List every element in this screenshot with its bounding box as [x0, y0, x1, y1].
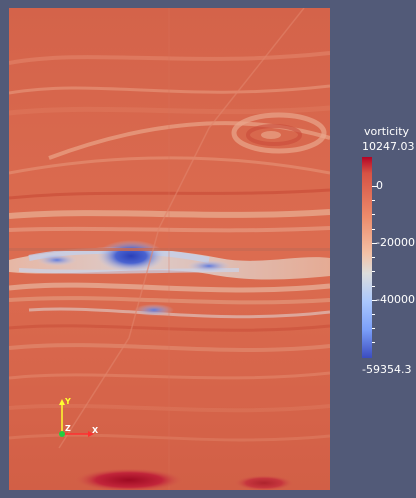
colorbar-tick-20000 [372, 243, 377, 244]
colorbar-minor-tick [372, 214, 375, 215]
colorbar-tick-label: -20000 [376, 236, 415, 249]
colorbar-tick-label: 0 [376, 179, 383, 192]
colorbar-tick-40000 [372, 300, 377, 301]
colorbar-tick-label: -40000 [376, 293, 415, 306]
colorbar-minor-tick [372, 314, 375, 315]
colorbar-max-label: 10247.03 [362, 140, 415, 153]
colorbar [362, 157, 372, 358]
x-axis-label: X [92, 426, 99, 435]
colorbar-minor-tick [372, 271, 375, 272]
colorbar-title: vorticity [364, 125, 410, 138]
colorbar-minor-tick [372, 286, 375, 287]
colorbar-minor-tick [372, 229, 375, 230]
y-axis-label: Y [65, 397, 71, 406]
axes-triad-icon [59, 399, 94, 437]
colorbar-minor-tick [372, 328, 375, 329]
colorbar-tick-0 [372, 186, 377, 187]
colorbar-minor-tick [372, 200, 375, 201]
colorbar-min-label: -59354.3 [362, 363, 412, 376]
colorbar-minor-tick [372, 342, 375, 343]
z-axis-label: Z [65, 424, 71, 433]
vorticity-field-render[interactable] [9, 8, 330, 490]
colorbar-minor-tick [372, 257, 375, 258]
orientation-axes[interactable]: Y Z X [52, 397, 102, 441]
